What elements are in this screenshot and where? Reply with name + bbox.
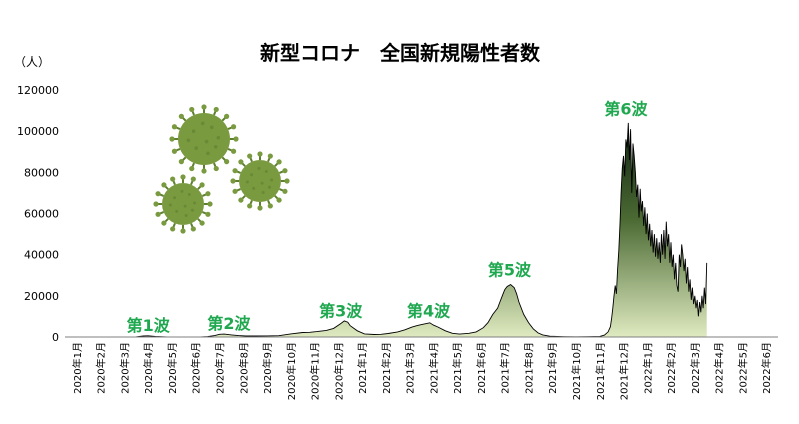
wave-label: 第3波 (319, 301, 363, 320)
cases-line (65, 122, 708, 338)
x-tick-label: 2022年6月 (760, 342, 773, 394)
x-tick-label: 2021年6月 (475, 342, 488, 394)
x-tick-label: 2020年7月 (213, 342, 226, 394)
x-tick-label: 2021年2月 (380, 342, 393, 394)
x-tick-label: 2021年10月 (570, 342, 583, 400)
x-tick-label: 2020年5月 (166, 342, 179, 394)
x-axis: 2020年1月 2020年2月 2020年3月 2020年4月 2020年5月 2020年… (71, 342, 773, 400)
wave-label: 第1波 (127, 316, 171, 335)
wave-label: 第6波 (604, 100, 648, 119)
cases-area (65, 122, 707, 338)
x-tick-label: 2020年10月 (285, 342, 298, 400)
x-tick-label: 2021年3月 (404, 342, 417, 394)
x-tick-label: 2021年12月 (618, 342, 631, 400)
y-tick-label: 80000 (24, 166, 59, 179)
wave-label: 第2波 (207, 314, 251, 333)
y-tick-label: 40000 (24, 249, 59, 262)
y-tick-label: 100000 (17, 125, 59, 138)
chart-title: 新型コロナ 全国新規陽性者数 (260, 41, 541, 65)
y-axis: 0 20000 40000 60000 80000 100000 120000 (17, 84, 59, 344)
x-tick-label: 2022年1月 (641, 342, 654, 394)
virus-icon (230, 151, 290, 211)
x-tick-label: 2022年5月 (736, 342, 749, 394)
x-tick-label: 2020年3月 (118, 342, 131, 394)
wave-label: 第4波 (407, 301, 451, 320)
x-tick-label: 2020年8月 (237, 342, 250, 394)
wave-label: 第5波 (488, 260, 532, 279)
x-tick-label: 2021年4月 (427, 342, 440, 394)
y-tick-label: 60000 (24, 208, 59, 221)
wave-labels: 第1波 第2波 第3波 第4波 第5波 第6波 (127, 100, 649, 335)
x-tick-label: 2020年2月 (95, 342, 108, 394)
x-tick-label: 2020年4月 (142, 342, 155, 394)
x-tick-label: 2020年1月 (71, 342, 84, 394)
y-tick-label: 120000 (17, 84, 59, 97)
x-tick-label: 2021年1月 (356, 342, 369, 394)
y-tick-label: 0 (52, 331, 59, 344)
x-tick-label: 2020年9月 (261, 342, 274, 394)
virus-icon (153, 174, 213, 234)
x-tick-label: 2021年8月 (522, 342, 535, 394)
x-tick-label: 2022年4月 (713, 342, 726, 394)
x-tick-label: 2021年7月 (499, 342, 512, 394)
y-tick-label: 20000 (24, 290, 59, 303)
x-tick-label: 2020年12月 (332, 342, 345, 400)
x-tick-label: 2022年2月 (665, 342, 678, 394)
x-tick-label: 2021年5月 (451, 342, 464, 394)
virus-illustrations (153, 104, 290, 234)
virus-icon (169, 104, 239, 174)
y-axis-unit: （人） (14, 55, 50, 69)
x-tick-label: 2021年9月 (546, 342, 559, 394)
x-tick-label: 2022年3月 (689, 342, 702, 394)
x-tick-label: 2021年11月 (594, 342, 607, 400)
x-tick-label: 2020年11月 (309, 342, 322, 400)
x-tick-label: 2020年6月 (190, 342, 203, 394)
